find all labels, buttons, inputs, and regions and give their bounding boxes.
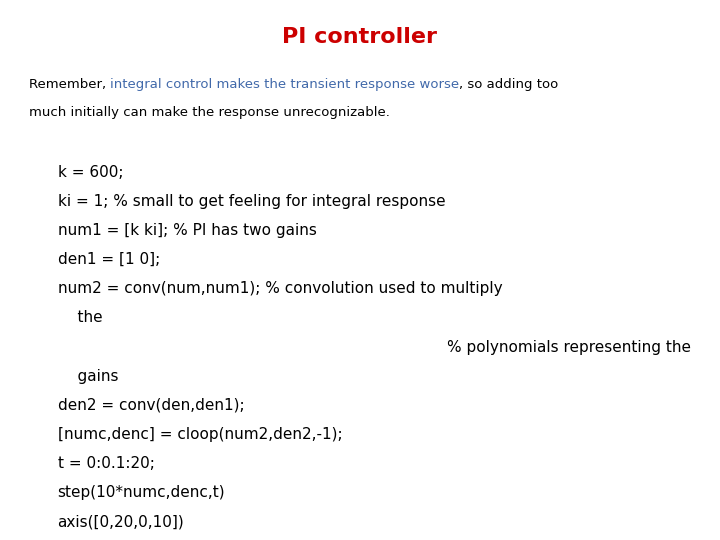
Text: axis([0,20,0,10]): axis([0,20,0,10]) (58, 515, 184, 530)
Text: the: the (58, 310, 102, 326)
Text: ki = 1; % small to get feeling for integral response: ki = 1; % small to get feeling for integ… (58, 194, 445, 209)
Text: num2 = conv(num,num1); % convolution used to multiply: num2 = conv(num,num1); % convolution use… (58, 281, 503, 296)
Text: den2 = conv(den,den1);: den2 = conv(den,den1); (58, 398, 244, 413)
Text: much initially can make the response unrecognizable.: much initially can make the response unr… (29, 106, 390, 119)
Text: num1 = [k ki]; % PI has two gains: num1 = [k ki]; % PI has two gains (58, 223, 317, 238)
Text: [numc,denc] = cloop(num2,den2,-1);: [numc,denc] = cloop(num2,den2,-1); (58, 427, 342, 442)
Text: t = 0:0.1:20;: t = 0:0.1:20; (58, 456, 155, 471)
Text: integral control makes the transient response worse: integral control makes the transient res… (110, 78, 459, 91)
Text: PI controller: PI controller (282, 27, 438, 47)
Text: step(10*numc,denc,t): step(10*numc,denc,t) (58, 485, 225, 501)
Text: % polynomials representing the: % polynomials representing the (447, 340, 691, 355)
Text: Remember,: Remember, (29, 78, 110, 91)
Text: k = 600;: k = 600; (58, 165, 123, 180)
Text: den1 = [1 0];: den1 = [1 0]; (58, 252, 160, 267)
Text: gains: gains (58, 369, 118, 384)
Text: , so adding too: , so adding too (459, 78, 559, 91)
